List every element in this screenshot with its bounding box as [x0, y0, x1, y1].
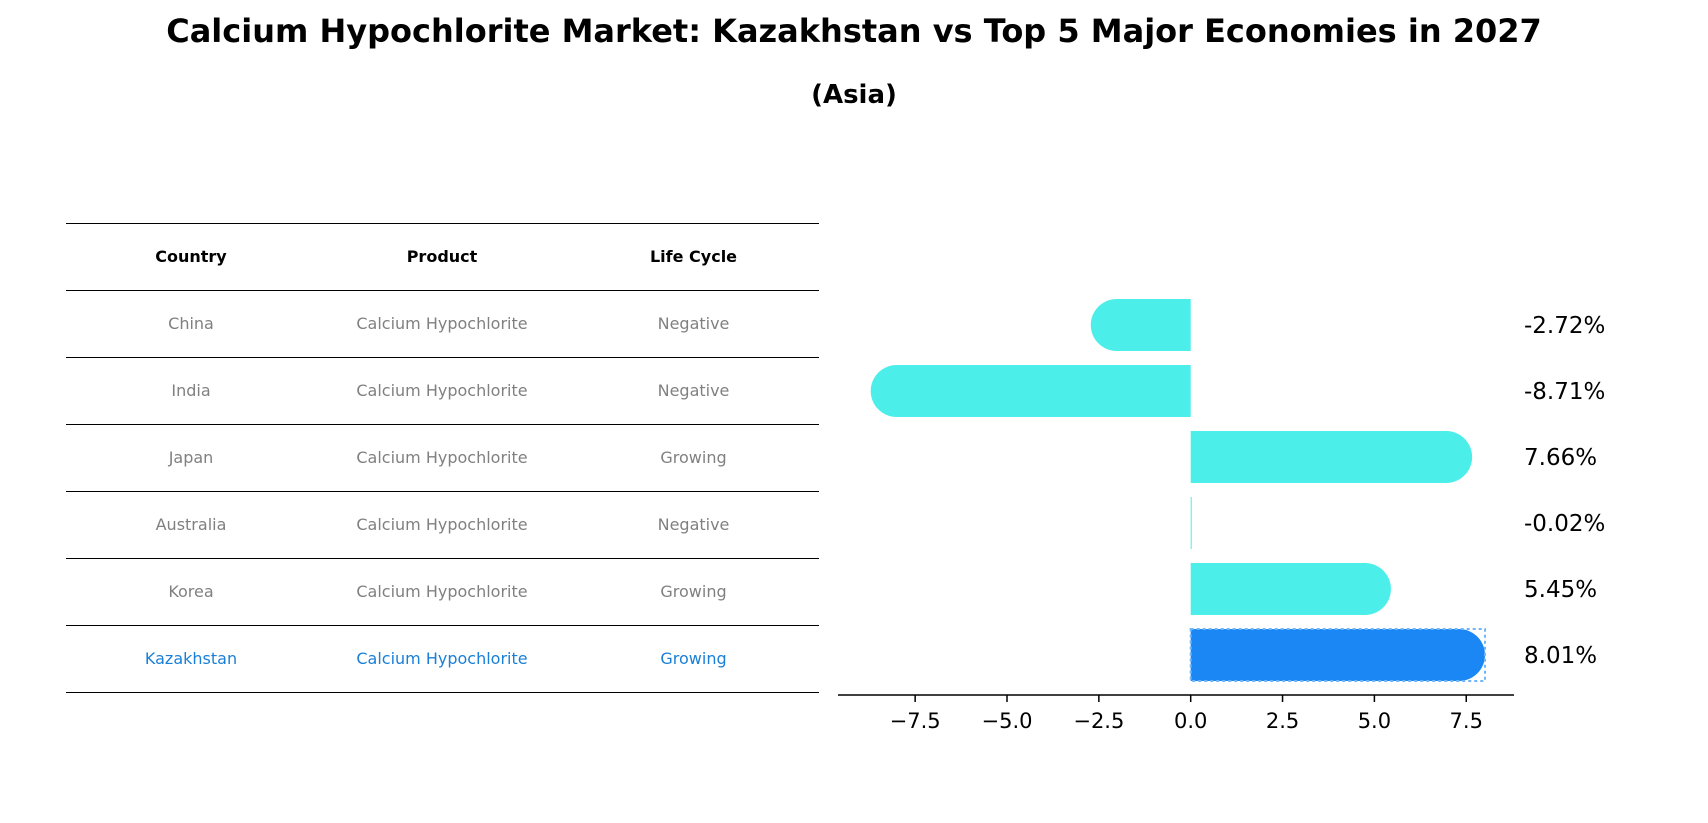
x-tick-label: 5.0: [1358, 709, 1391, 733]
cell-life-cycle: Negative: [657, 314, 730, 333]
cell-country: India: [171, 381, 211, 400]
cell-product: Calcium Hypochlorite: [356, 582, 528, 601]
x-tick-label: 2.5: [1266, 709, 1299, 733]
x-tick-label: −5.0: [982, 709, 1033, 733]
value-label: 8.01%: [1524, 643, 1597, 669]
table-header-row: Country Product Life Cycle: [66, 223, 819, 290]
table-row-highlighted: Kazakhstan Calcium Hypochlorite Growing: [66, 625, 819, 693]
value-label: -8.71%: [1524, 379, 1605, 405]
bar-india: [870, 365, 1191, 417]
cell-product: Calcium Hypochlorite: [356, 448, 528, 467]
table-row: China Calcium Hypochlorite Negative: [66, 290, 819, 357]
cell-product: Calcium Hypochlorite: [356, 381, 528, 400]
value-label: -2.72%: [1524, 313, 1605, 339]
bar-japan: [1190, 431, 1473, 483]
bar-china: [1090, 299, 1191, 351]
x-tick-label: −2.5: [1073, 709, 1124, 733]
cell-country: Kazakhstan: [144, 649, 238, 668]
bar-australia: [1190, 497, 1192, 549]
value-label: 5.45%: [1524, 577, 1597, 603]
cell-life-cycle: Negative: [657, 515, 730, 534]
table-row: Japan Calcium Hypochlorite Growing: [66, 424, 819, 491]
header-life-cycle: Life Cycle: [649, 247, 738, 266]
cell-product: Calcium Hypochlorite: [356, 515, 528, 534]
cell-product: Calcium Hypochlorite: [356, 314, 528, 333]
chart-title: Calcium Hypochlorite Market: Kazakhstan …: [166, 12, 1542, 50]
cell-life-cycle: Growing: [660, 649, 727, 668]
value-label: -0.02%: [1524, 511, 1605, 537]
data-table: Country Product Life Cycle China Calcium…: [66, 223, 819, 693]
header-country: Country: [155, 247, 227, 266]
x-tick-label: −7.5: [890, 709, 941, 733]
cell-country: Japan: [168, 448, 214, 467]
cell-product: Calcium Hypochlorite: [356, 649, 528, 668]
cell-life-cycle: Growing: [660, 448, 727, 467]
cell-country: Australia: [155, 515, 227, 534]
cell-life-cycle: Growing: [660, 582, 727, 601]
bar-kazakhstan: [1190, 629, 1485, 681]
table-row: India Calcium Hypochlorite Negative: [66, 357, 819, 424]
highlight-outline: [1189, 628, 1486, 682]
table-row: Korea Calcium Hypochlorite Growing: [66, 558, 819, 625]
chart-subtitle: (Asia): [811, 80, 897, 110]
table-row: Australia Calcium Hypochlorite Negative: [66, 491, 819, 558]
x-tick-label: 7.5: [1450, 709, 1483, 733]
bar-korea: [1190, 563, 1391, 615]
cell-life-cycle: Negative: [657, 381, 730, 400]
x-tick-label: 0.0: [1174, 709, 1207, 733]
header-product: Product: [406, 247, 478, 266]
cell-country: Korea: [168, 582, 214, 601]
cell-country: China: [168, 314, 214, 333]
value-label: 7.66%: [1524, 445, 1597, 471]
